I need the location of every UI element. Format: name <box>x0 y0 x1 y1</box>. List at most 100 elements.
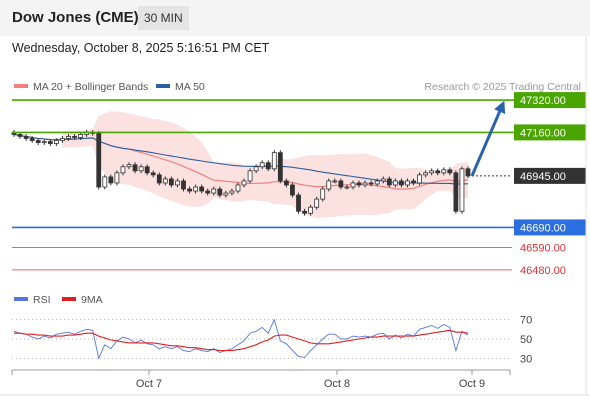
candle-down <box>465 168 471 177</box>
candle <box>132 162 138 174</box>
candle-up <box>314 198 320 208</box>
candle-down <box>205 190 211 194</box>
candle-up <box>53 140 59 144</box>
candle <box>368 180 374 187</box>
candle <box>162 176 168 186</box>
candle <box>229 188 235 196</box>
candle <box>138 164 144 174</box>
candle <box>156 172 162 186</box>
candle-up <box>78 134 83 138</box>
candle <box>247 168 253 184</box>
candle <box>241 178 247 188</box>
candle <box>392 178 398 188</box>
candle-up <box>102 176 108 188</box>
candle-up <box>41 141 47 143</box>
rsi-legend-label: RSI <box>33 294 51 306</box>
candle-up <box>247 170 253 182</box>
instrument-title: Dow Jones (CME) <box>12 9 139 26</box>
bollinger-band <box>62 111 469 218</box>
candle <box>277 150 283 184</box>
secondary-level-label: 46590.00 <box>520 243 566 255</box>
candle <box>302 208 307 216</box>
candle-up <box>253 166 259 172</box>
candle <box>175 178 180 188</box>
candle <box>423 170 429 178</box>
candle-up <box>332 180 338 183</box>
candle-down <box>168 178 174 186</box>
watermark: Research © 2025 Trading Central <box>424 81 581 93</box>
projection-arrow-head <box>494 100 506 114</box>
level-label-resistance: 47160.00 <box>520 127 566 139</box>
candle <box>29 136 35 143</box>
datetime-label: Wednesday, October 8, 2025 5:16:51 PM CE… <box>12 41 270 55</box>
candle-up <box>259 162 265 168</box>
candle-down <box>283 180 289 186</box>
last-price-box <box>514 167 586 184</box>
ma50-line <box>13 133 468 185</box>
candle <box>362 180 368 188</box>
candle <box>53 138 59 146</box>
candle-up <box>320 188 326 200</box>
candle <box>259 160 265 170</box>
candle <box>47 139 53 146</box>
candle-down <box>338 180 344 188</box>
candle-down <box>356 182 362 186</box>
candle-down <box>368 182 374 185</box>
candle-down <box>277 152 283 182</box>
candle <box>126 162 132 170</box>
rsi-legend-label: 9MA <box>81 294 103 306</box>
candle <box>265 160 271 172</box>
candle <box>386 176 392 188</box>
candle-down <box>35 140 41 143</box>
candle <box>459 166 465 214</box>
candle-up <box>138 166 144 172</box>
candle <box>144 164 150 176</box>
rsi-tick-label: 50 <box>520 334 532 346</box>
rsi-legend-swatch <box>14 297 28 301</box>
candle-up <box>60 138 65 141</box>
candle <box>41 139 47 145</box>
rsi-tick-label: 70 <box>520 315 532 327</box>
candle <box>411 178 416 186</box>
header-bar: Dow Jones (CME) 30 MIN <box>0 0 590 36</box>
candle-down <box>399 180 404 186</box>
candle-down <box>181 180 186 190</box>
candle-up <box>175 180 180 186</box>
candle-up <box>459 168 465 212</box>
level-label-support: 46690.00 <box>520 222 566 234</box>
candle <box>193 184 199 194</box>
candle <box>114 170 120 186</box>
rsi-legend-swatch <box>62 297 76 301</box>
candle-up <box>211 188 217 194</box>
candle-down <box>132 164 138 172</box>
candle <box>447 167 453 176</box>
candle-down <box>150 172 156 176</box>
timeframe-button[interactable]: 30 MIN <box>138 6 189 30</box>
candle <box>60 136 65 143</box>
legend-swatch <box>156 84 170 88</box>
candle-down <box>447 169 453 174</box>
rsi-ma-line <box>14 329 469 352</box>
candle-up <box>441 169 447 174</box>
candle-up <box>66 136 71 139</box>
candle <box>441 167 447 176</box>
candle-up <box>350 182 356 188</box>
candle <box>120 164 126 176</box>
candle-down <box>290 184 295 196</box>
candle <box>217 186 223 198</box>
candle <box>235 182 241 194</box>
candle <box>350 180 356 190</box>
candle <box>205 188 211 196</box>
legend-label: MA 50 <box>175 81 205 93</box>
candle <box>150 170 156 178</box>
x-tick-label: Oct 7 <box>136 378 162 390</box>
candle <box>78 132 83 140</box>
candle <box>374 178 380 187</box>
candle-up <box>392 180 398 186</box>
candle-up <box>193 186 199 192</box>
candle-up <box>429 170 435 174</box>
candle-up <box>162 178 168 184</box>
candle <box>223 190 229 198</box>
candle <box>187 186 192 194</box>
